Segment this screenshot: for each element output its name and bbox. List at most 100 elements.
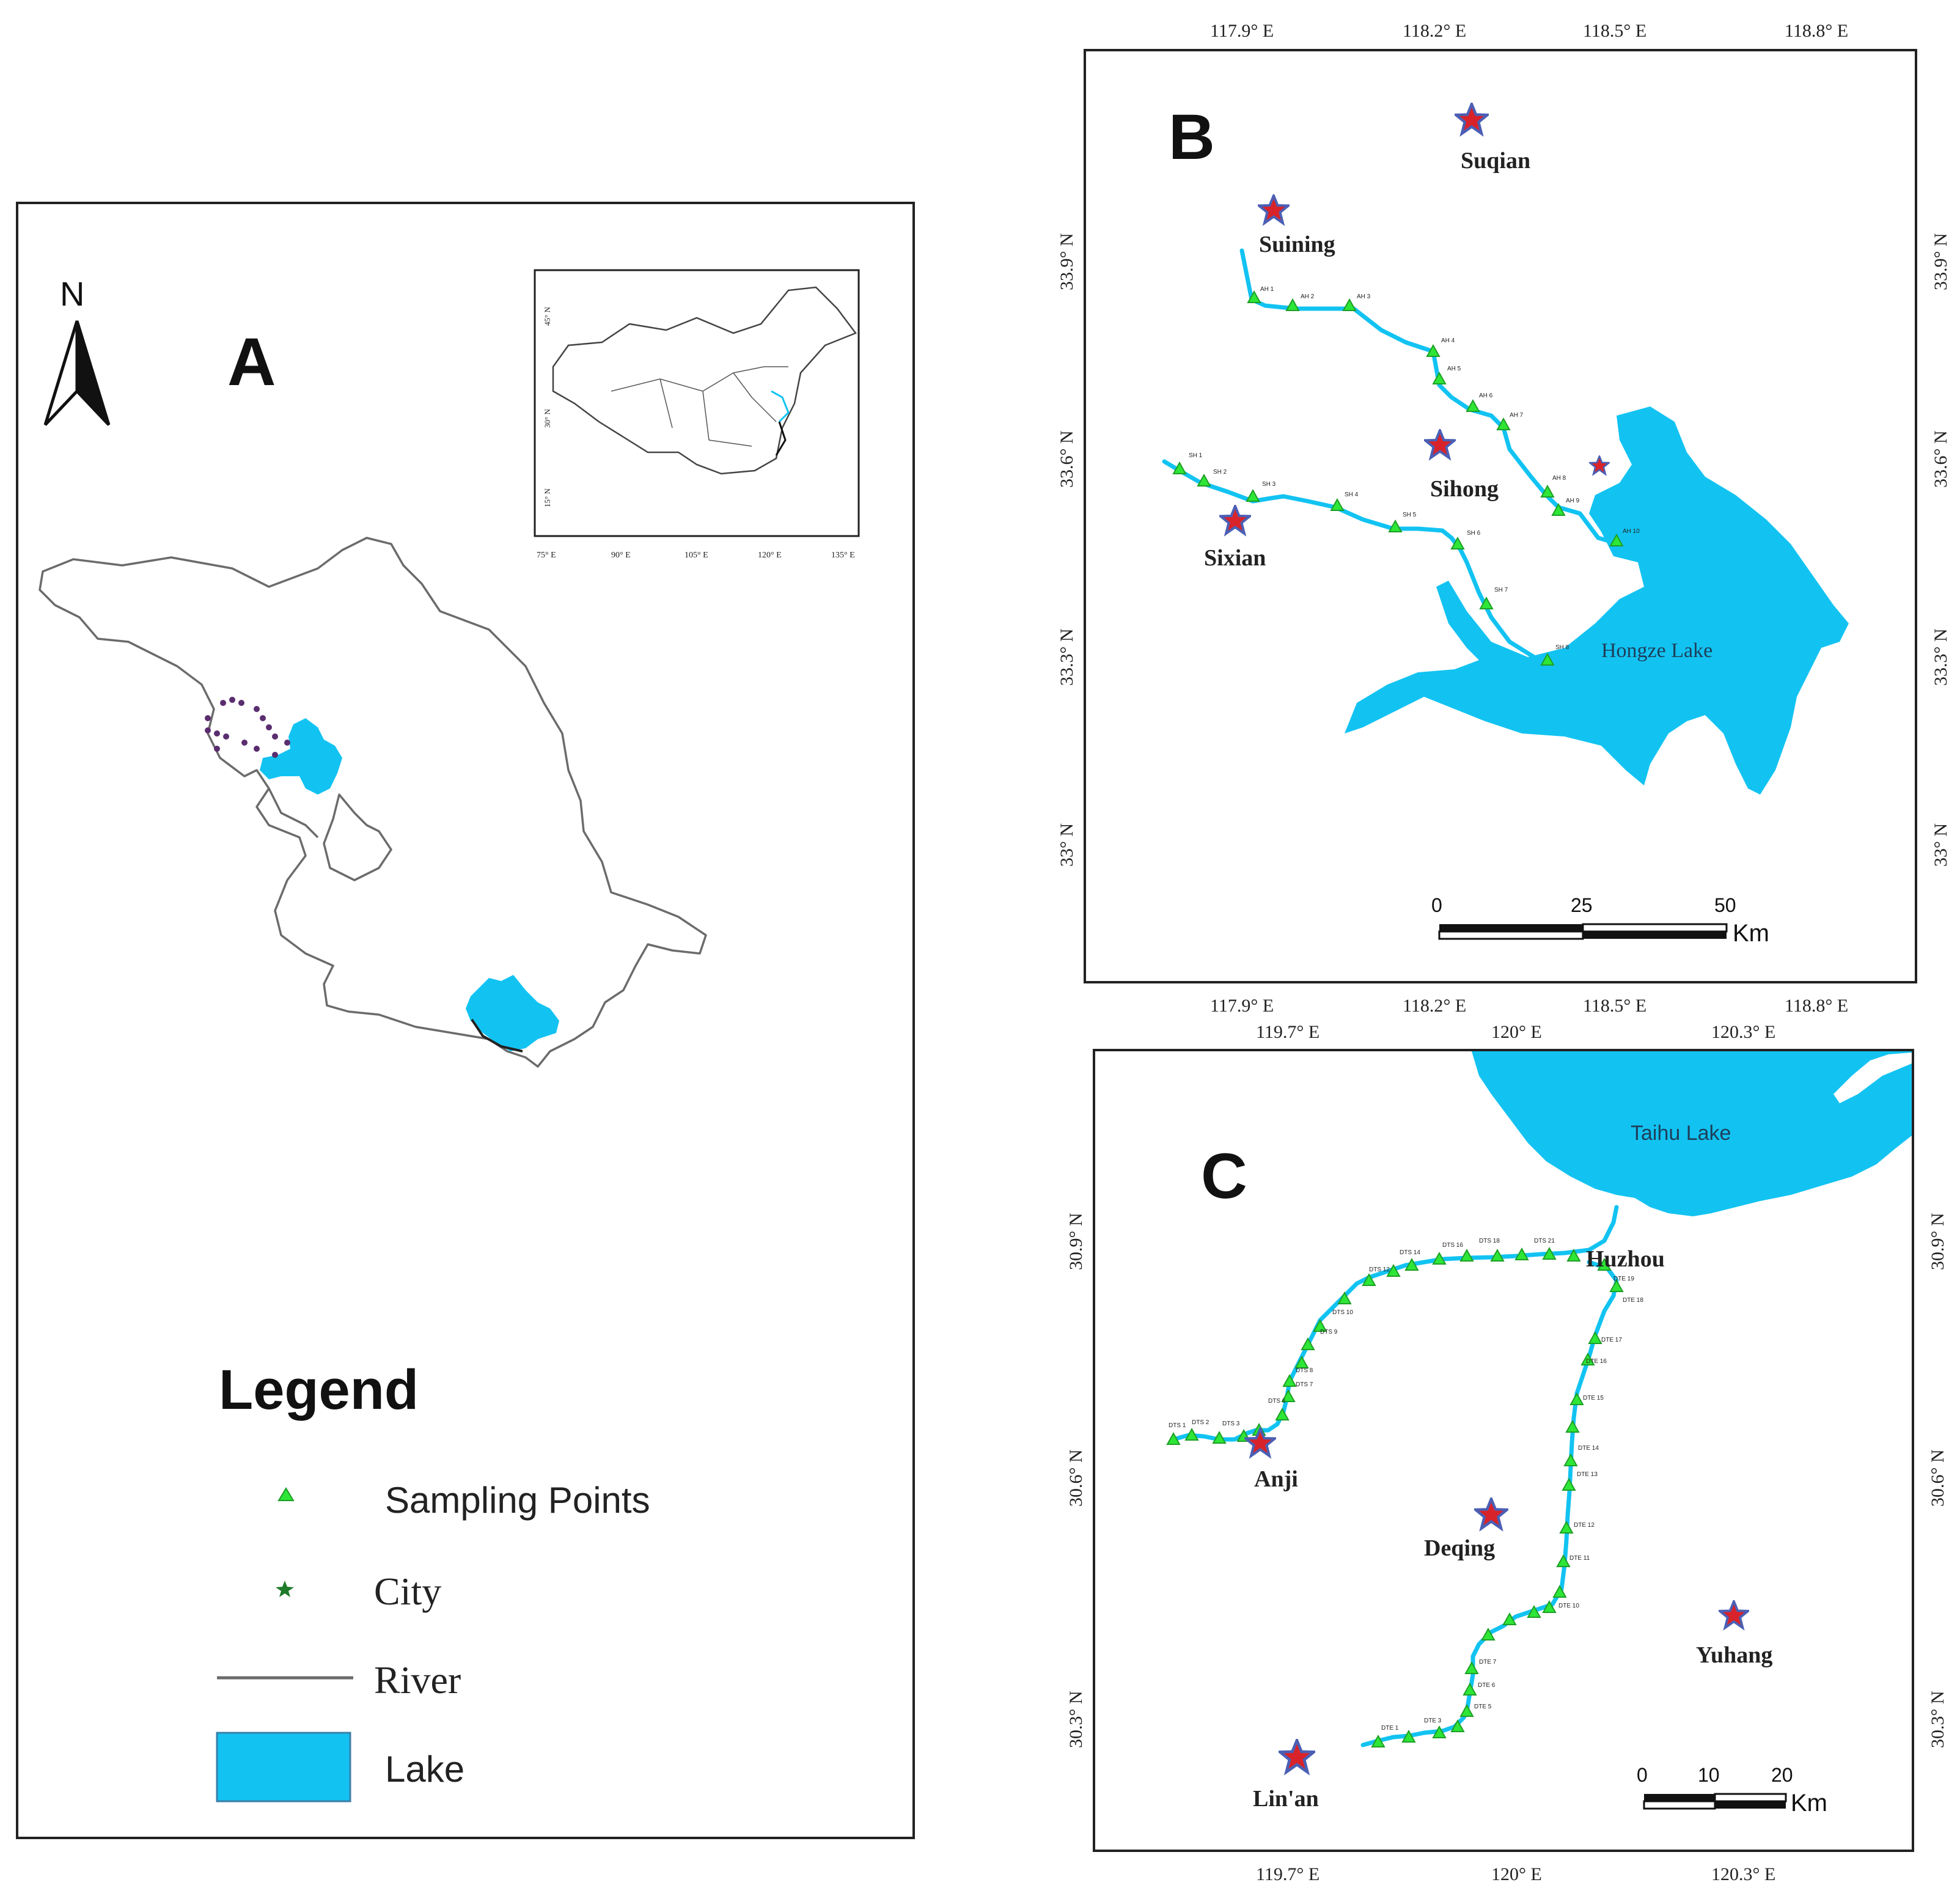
svg-text:DTS 6: DTS 6: [1268, 1398, 1286, 1405]
svg-text:DTE 1: DTE 1: [1381, 1725, 1399, 1732]
b-scale-25: 25: [1571, 894, 1593, 916]
svg-text:DTS 1: DTS 1: [1169, 1422, 1186, 1429]
sample-dots-mini: [205, 697, 290, 758]
b-scale-0: 0: [1431, 894, 1442, 916]
svg-text:DTE 16: DTE 16: [1586, 1358, 1607, 1365]
north-arrow-icon: N: [43, 274, 111, 426]
legend-sampling-points: Sampling Points: [385, 1480, 650, 1521]
c-bottom-lon-1: 119.7° E: [1256, 1864, 1320, 1884]
svg-text:DTS 10: DTS 10: [1332, 1309, 1353, 1316]
panel-b-frame: [1084, 49, 1917, 983]
legend-lake-swatch: [216, 1732, 351, 1802]
b-bottom-lon-1: 117.9° E: [1210, 996, 1274, 1016]
c-city-anji: Anji: [1254, 1466, 1298, 1492]
b-river-north: [1239, 248, 1640, 546]
panel-c: 119.7° E 120° E 120.3° E 119.7° E 120° E…: [1066, 1022, 1948, 1884]
c-city-yuhang: Yuhang: [1696, 1642, 1772, 1668]
hongze-lake-mini: [260, 718, 342, 795]
b-left-lat-2: 33.6° N: [1057, 430, 1077, 488]
china-outline: [552, 286, 857, 475]
b-scale-unit: Km: [1733, 920, 1769, 947]
svg-text:DTE 17: DTE 17: [1601, 1337, 1622, 1343]
svg-text:AH 10: AH 10: [1623, 528, 1640, 535]
c-river-east: [1360, 1260, 1619, 1747]
taihu-lake-label: Taihu Lake: [1631, 1122, 1731, 1145]
legend-city-star-icon: [276, 1581, 294, 1597]
svg-text:SH 7: SH 7: [1494, 587, 1508, 593]
sub-boundary-2: [268, 788, 319, 839]
legend: Legend Sampling Points City River Lake: [216, 1359, 650, 1802]
svg-text:SH 3: SH 3: [1262, 481, 1276, 488]
legend-lake: Lake: [385, 1749, 464, 1790]
svg-text:SH 2: SH 2: [1213, 469, 1227, 476]
b-top-lon-3: 118.5° E: [1583, 21, 1646, 41]
svg-text:DTS 3: DTS 3: [1222, 1420, 1240, 1427]
b-bottom-lon-2: 118.2° E: [1403, 996, 1466, 1016]
b-bottom-lon-4: 118.8° E: [1785, 996, 1848, 1016]
inset-frame: [534, 269, 860, 537]
b-left-lat-1: 33.9° N: [1057, 233, 1077, 290]
svg-text:SH 5: SH 5: [1403, 512, 1417, 518]
svg-text:SH 8: SH 8: [1555, 644, 1569, 651]
b-city-sihong: Sihong: [1430, 476, 1499, 502]
svg-text:AH 3: AH 3: [1357, 293, 1371, 300]
svg-text:AH 5: AH 5: [1447, 366, 1461, 372]
b-top-lon-2: 118.2° E: [1403, 21, 1466, 41]
b-right-lat-2: 33.6° N: [1931, 430, 1951, 488]
svg-text:DTS 8: DTS 8: [1296, 1367, 1313, 1374]
c-right-lat-1: 30.9° N: [1928, 1213, 1948, 1270]
svg-text:DTS 9: DTS 9: [1320, 1329, 1338, 1336]
inset-lat-15: 15° N: [543, 488, 552, 507]
c-scale-0: 0: [1637, 1764, 1648, 1786]
b-sampling-points: AH 1 AH 2 AH 3 AH 4 AH 5 AH 6 AH 7 AH 8 …: [1172, 286, 1640, 666]
svg-text:AH 8: AH 8: [1552, 475, 1566, 482]
c-sampling-points: DTS 1 DTS 2 DTS 3 DTS 6 DTS 7 DTS 8 DTS …: [1166, 1238, 1643, 1747]
province-lines: [611, 366, 788, 447]
sub-boundary: [323, 793, 392, 881]
b-left-lat-4: 33° N: [1057, 823, 1077, 867]
legend-city: City: [374, 1570, 441, 1613]
legend-title: Legend: [219, 1359, 419, 1421]
b-right-lat-3: 33.3° N: [1931, 628, 1951, 686]
panel-c-label: C: [1201, 1141, 1247, 1212]
panel-b-label: B: [1169, 101, 1215, 173]
b-scale-50: 50: [1714, 894, 1736, 916]
svg-text:DTS 21: DTS 21: [1534, 1238, 1555, 1244]
svg-text:DTE 19: DTE 19: [1613, 1276, 1634, 1282]
svg-text:SH 6: SH 6: [1467, 530, 1481, 537]
taihu-island: [1833, 1053, 1912, 1103]
taihu-lake-mini: [466, 975, 559, 1051]
svg-text:DTS 16: DTS 16: [1442, 1242, 1463, 1249]
svg-text:DTS 2: DTS 2: [1192, 1419, 1209, 1426]
b-city-suqian: Suqian: [1461, 148, 1530, 174]
c-river-west: [1171, 1205, 1619, 1442]
c-city-huzhou: Huzhou: [1586, 1246, 1665, 1272]
inset-lat-30: 30° N: [543, 409, 552, 428]
c-scale-unit: Km: [1791, 1790, 1827, 1817]
svg-text:SH 4: SH 4: [1345, 491, 1359, 498]
svg-text:AH 7: AH 7: [1510, 412, 1524, 419]
inset-lon-120: 120° E: [758, 551, 782, 560]
svg-text:DTE 14: DTE 14: [1578, 1445, 1599, 1452]
svg-text:SH 1: SH 1: [1189, 452, 1203, 459]
b-right-lat-4: 33° N: [1931, 823, 1951, 867]
svg-text:DTE 18: DTE 18: [1623, 1297, 1643, 1304]
hongze-lake-label: Hongze Lake: [1601, 639, 1712, 662]
c-bottom-lon-2: 120° E: [1491, 1864, 1542, 1884]
svg-text:DTE 6: DTE 6: [1478, 1682, 1496, 1689]
b-top-lon-4: 118.8° E: [1785, 21, 1848, 41]
svg-text:AH 9: AH 9: [1566, 498, 1580, 504]
svg-text:DTE 10: DTE 10: [1558, 1603, 1579, 1609]
svg-text:DTS 7: DTS 7: [1296, 1381, 1313, 1388]
c-city-deqing: Deqing: [1424, 1535, 1495, 1561]
hongze-lake: [1345, 406, 1849, 795]
b-top-lon-1: 117.9° E: [1210, 21, 1274, 41]
svg-text:DTS 12: DTS 12: [1369, 1266, 1390, 1273]
c-left-lat-3: 30.3° N: [1066, 1691, 1086, 1748]
legend-river: River: [374, 1658, 461, 1702]
c-scale-20: 20: [1771, 1764, 1793, 1786]
svg-text:AH 4: AH 4: [1441, 337, 1455, 344]
b-right-lat-1: 33.9° N: [1931, 233, 1951, 290]
b-left-lat-3: 33.3° N: [1057, 628, 1077, 686]
svg-text:DTE 3: DTE 3: [1424, 1718, 1442, 1724]
